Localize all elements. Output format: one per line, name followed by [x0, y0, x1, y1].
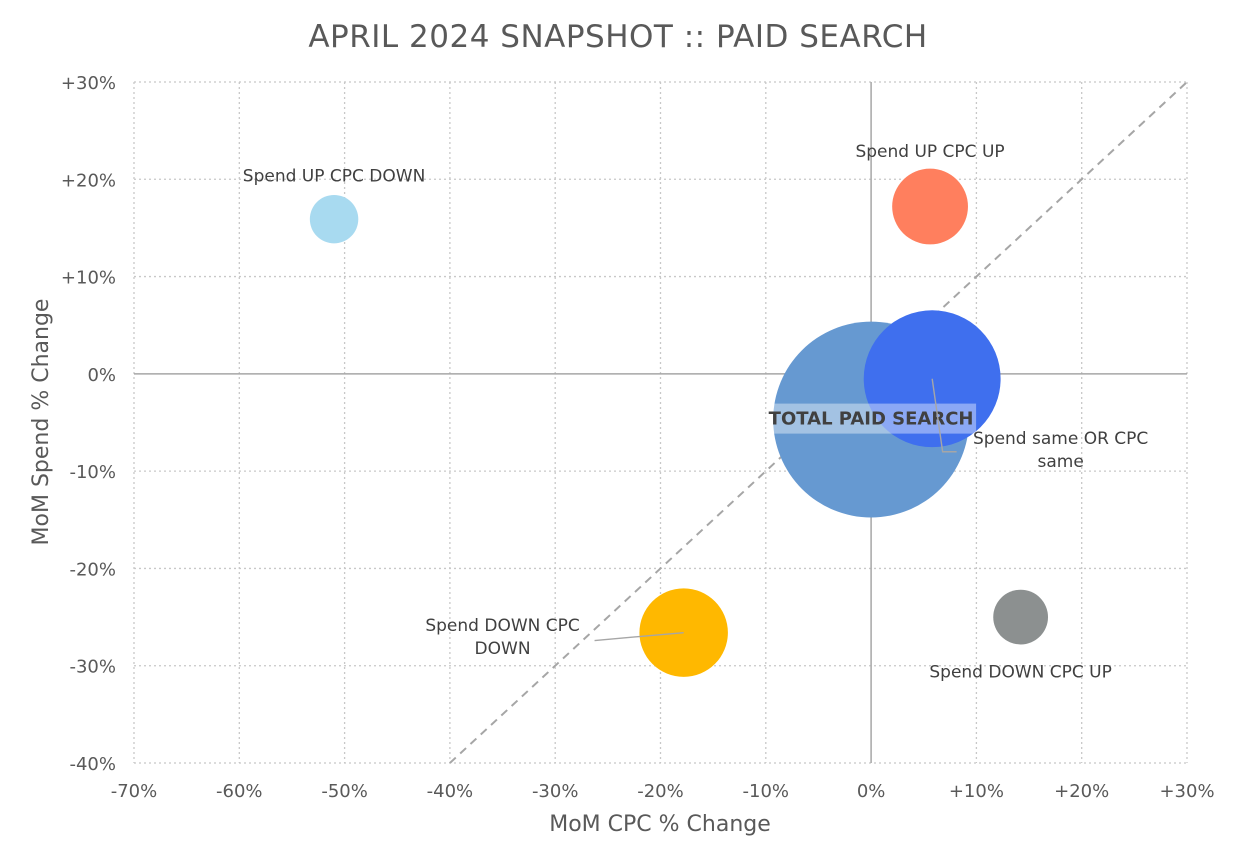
leader-line-1: [931, 378, 957, 453]
bubble-label: Spend UP CPC UP: [855, 142, 1004, 162]
label-background: [766, 403, 977, 434]
x-tick-label: -10%: [743, 781, 790, 802]
y-tick-label: -10%: [69, 462, 116, 483]
y-tick-label: -20%: [69, 559, 116, 580]
bubble-label: Spend UP CPC DOWN: [243, 166, 426, 186]
bubbles: [309, 168, 1049, 677]
x-tick-label: +20%: [1054, 781, 1109, 802]
y-tick-label: +10%: [61, 268, 116, 289]
y-axis-label: MoM Spend % Change: [29, 299, 54, 546]
y-tick-label: 0%: [87, 365, 116, 386]
bubble-label: Spend DOWN CPC: [425, 616, 579, 636]
x-tick-label: -30%: [532, 781, 579, 802]
bubble-label: Spend same OR CPC: [973, 429, 1148, 449]
x-tick-label: +10%: [949, 781, 1004, 802]
bubble-point-3: [309, 194, 359, 244]
x-tick-label: +30%: [1159, 781, 1214, 802]
x-axis-label: MoM CPC % Change: [549, 812, 771, 837]
x-tick-label: -20%: [637, 781, 684, 802]
y-tick-label: +30%: [61, 73, 116, 94]
bubble-label: Spend DOWN CPC UP: [929, 663, 1112, 683]
x-tick-label: -50%: [321, 781, 368, 802]
bubble-label: TOTAL PAID SEARCH: [769, 409, 974, 430]
x-tick-label: -70%: [111, 781, 158, 802]
y-tick-label: -30%: [69, 657, 116, 678]
bubble-label: DOWN: [475, 639, 531, 659]
chart-title: APRIL 2024 SNAPSHOT :: PAID SEARCH: [308, 19, 927, 55]
x-tick-label: 0%: [857, 781, 886, 802]
x-tick-label: -40%: [427, 781, 474, 802]
y-tick-label: -40%: [69, 754, 116, 775]
y-tick-label: +20%: [61, 170, 116, 191]
leader-line-4: [594, 631, 684, 642]
bubble-point-2: [892, 168, 968, 245]
tick-labels: -70% -60% -50% -40% -30% -20% -10% 0% +10% +20% +3…: [61, 73, 1215, 802]
bubble-label: same: [1037, 452, 1083, 472]
bubble-point-5: [993, 589, 1049, 645]
x-tick-label: -60%: [216, 781, 263, 802]
